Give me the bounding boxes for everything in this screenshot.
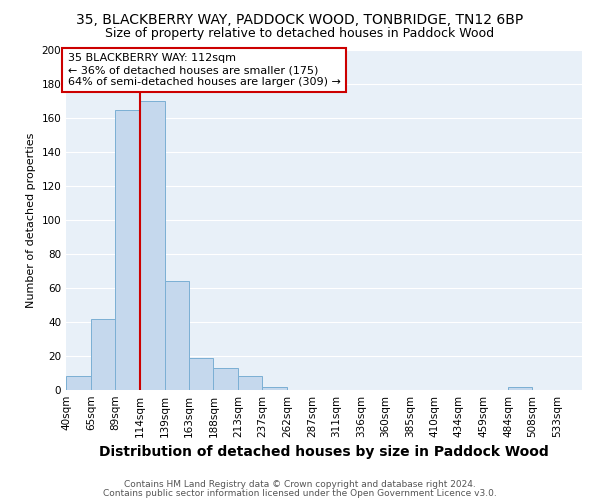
Bar [164,281,188,390]
Bar [238,376,262,390]
Bar [262,386,287,390]
Bar [188,358,214,390]
Bar [140,101,164,390]
Bar [214,368,238,390]
Text: 35, BLACKBERRY WAY, PADDOCK WOOD, TONBRIDGE, TN12 6BP: 35, BLACKBERRY WAY, PADDOCK WOOD, TONBRI… [76,12,524,26]
Text: Size of property relative to detached houses in Paddock Wood: Size of property relative to detached ho… [106,28,494,40]
Text: Contains public sector information licensed under the Open Government Licence v3: Contains public sector information licen… [103,488,497,498]
Bar [66,376,91,390]
X-axis label: Distribution of detached houses by size in Paddock Wood: Distribution of detached houses by size … [99,446,549,460]
Y-axis label: Number of detached properties: Number of detached properties [26,132,36,308]
Bar [508,386,532,390]
Bar [91,318,115,390]
Bar [115,110,140,390]
Text: 35 BLACKBERRY WAY: 112sqm
← 36% of detached houses are smaller (175)
64% of semi: 35 BLACKBERRY WAY: 112sqm ← 36% of detac… [68,54,341,86]
Text: Contains HM Land Registry data © Crown copyright and database right 2024.: Contains HM Land Registry data © Crown c… [124,480,476,489]
